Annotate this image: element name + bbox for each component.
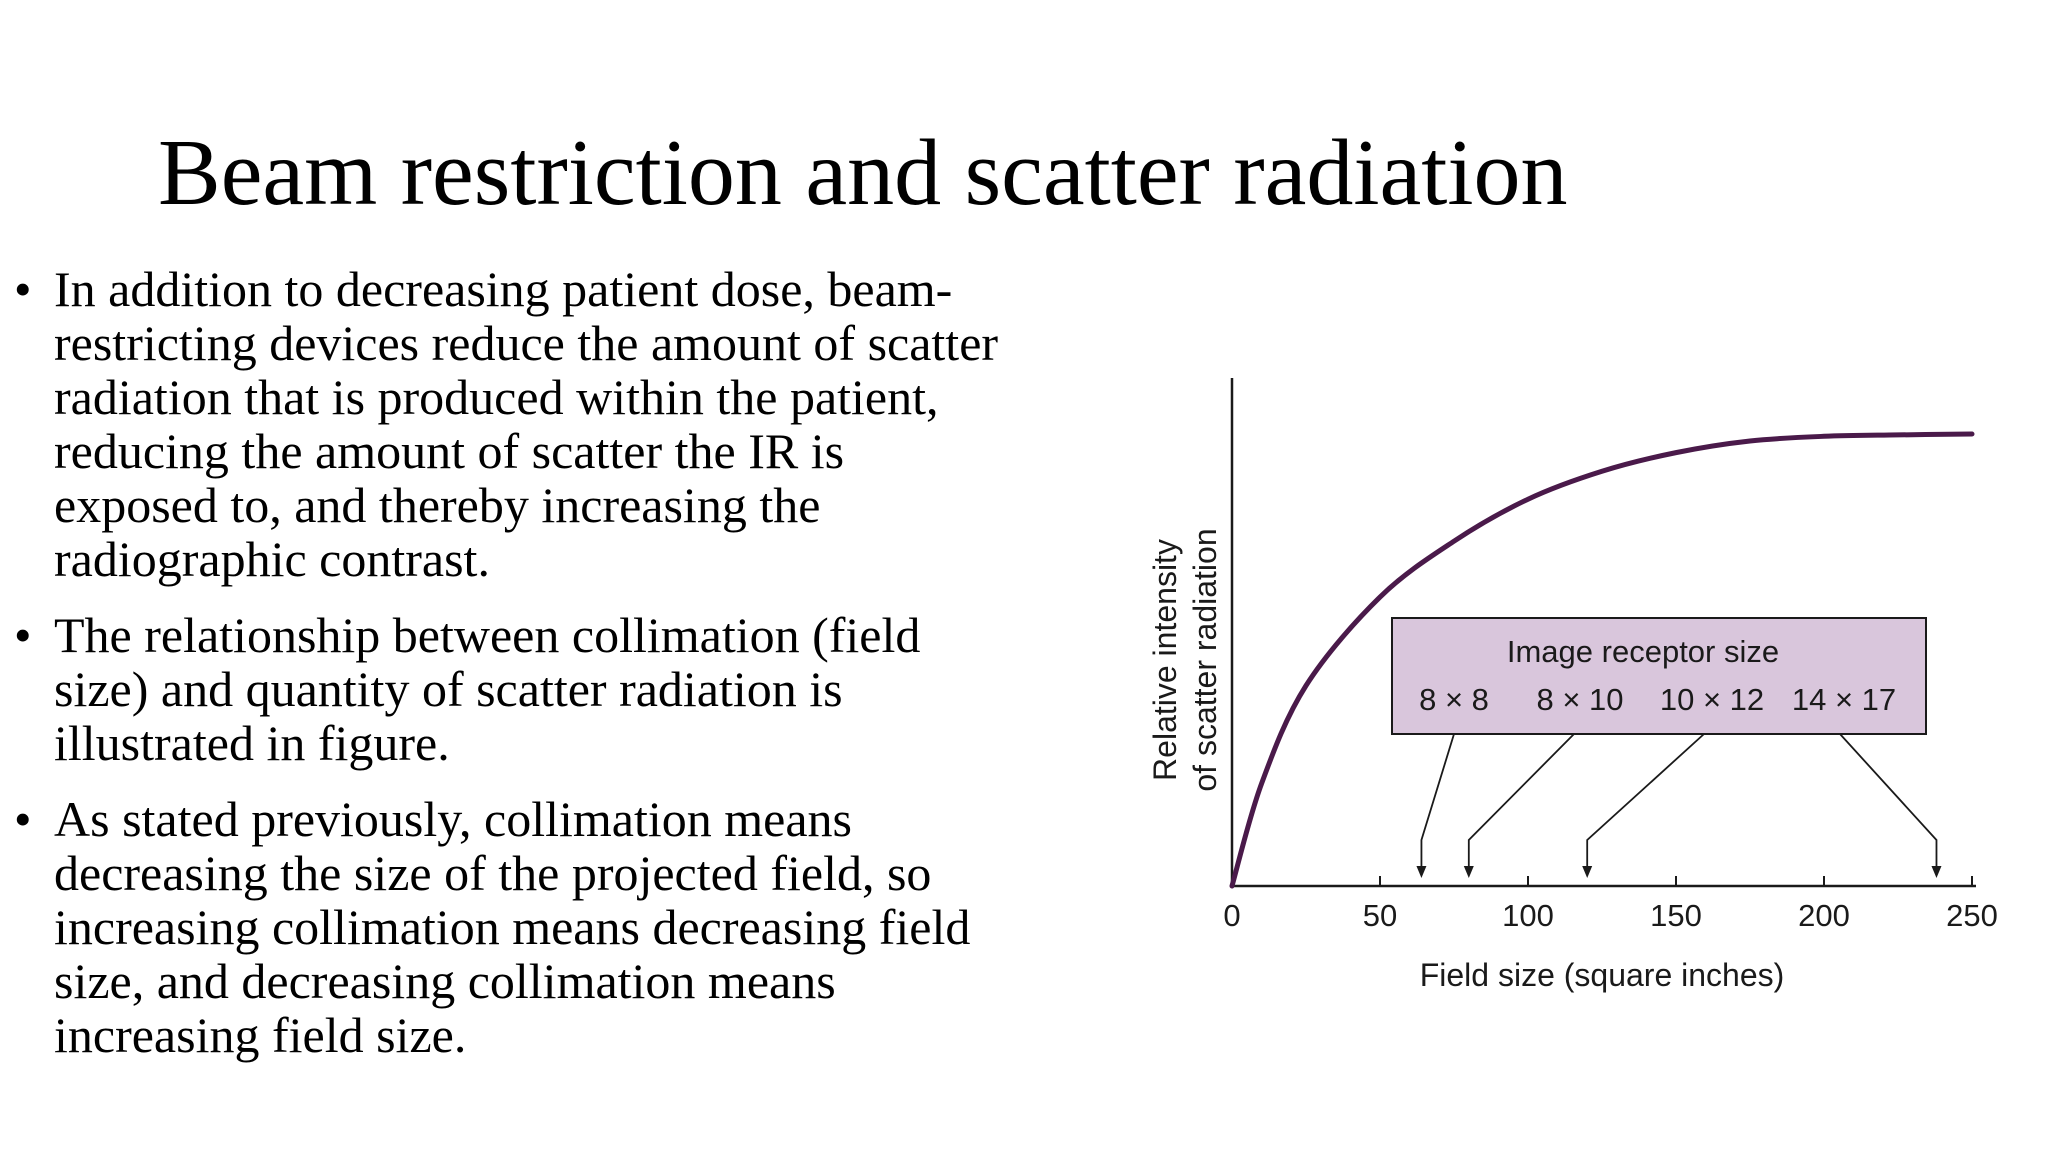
bullet-line: reducing the amount of scatter the IR is [54, 423, 845, 479]
y-axis-label-line-1: Relative intensity [1147, 539, 1183, 781]
receptor-size-pointer [1586, 733, 1705, 870]
bullet-line: radiation that is produced within the pa… [54, 369, 939, 425]
receptor-size-label: 14 × 17 [1792, 682, 1896, 717]
bullet-text: The relationship between collimation (fi… [54, 608, 1124, 770]
bullet-line: size, and decreasing collimation means [54, 953, 836, 1009]
series-line-0 [1229, 431, 1975, 889]
x-tick-label: 150 [1650, 898, 1702, 933]
x-tick-label: 50 [1363, 898, 1397, 933]
receptor-size-label: 10 × 12 [1660, 682, 1764, 717]
bullet-line: radiographic contrast. [54, 531, 490, 587]
bullet-line: exposed to, and thereby increasing the [54, 477, 821, 533]
bullet-item: • In addition to decreasing patient dose,… [14, 262, 1124, 586]
receptor-size-pointer [1467, 733, 1575, 870]
bullet-item: • The relationship between collimation (… [14, 608, 1124, 770]
bullet-text: In addition to decreasing patient dose, … [54, 262, 1124, 586]
bullet-line: increasing collimation means decreasing … [54, 899, 971, 955]
bullet-item: • As stated previously, collimation means… [14, 792, 1124, 1062]
receptor-size-arrowhead [1582, 866, 1593, 878]
receptor-size-pointer [1839, 733, 1938, 870]
receptor-size-arrowhead [1931, 866, 1942, 878]
x-axis-label: Field size (square inches) [1420, 957, 1785, 993]
y-axis-label-line-2: of scatter radiation [1187, 528, 1223, 791]
bullet-line: illustrated in figure. [54, 715, 450, 771]
bullet-line: size) and quantity of scatter radiation … [54, 661, 843, 717]
receptor-size-title: Image receptor size [1507, 634, 1779, 669]
bullet-dot: • [14, 261, 32, 317]
receptor-size-label: 8 × 8 [1419, 682, 1489, 717]
bullet-line: In addition to decreasing patient dose, … [54, 261, 953, 317]
bullet-line: The relationship between collimation (fi… [54, 607, 921, 663]
bullet-text: As stated previously, collimation means d… [54, 792, 1124, 1062]
x-tick-label: 250 [1946, 898, 1998, 933]
bullet-line: increasing field size. [54, 1007, 467, 1063]
x-tick-label: 200 [1798, 898, 1850, 933]
receptor-size-arrowhead [1463, 866, 1474, 878]
x-tick-label: 0 [1223, 898, 1240, 933]
x-tick-label: 100 [1502, 898, 1554, 933]
receptor-size-label: 8 × 10 [1536, 682, 1623, 717]
bullet-dot: • [14, 607, 32, 663]
bullet-line: As stated previously, collimation means [54, 791, 852, 847]
bullet-dot: • [14, 791, 32, 847]
slide-title: Beam restriction and scatter radiation [158, 121, 1568, 225]
bullet-line: decreasing the size of the projected fie… [54, 845, 932, 901]
receptor-size-box [1391, 617, 1927, 735]
receptor-size-pointer [1420, 733, 1455, 870]
bullet-list: • In addition to decreasing patient dose,… [14, 262, 1124, 1084]
scatter-vs-field-size-chart: 0 50 100 150 200 250 Field size (square inches… [1100, 340, 2030, 1060]
receptor-size-arrowhead [1416, 866, 1427, 878]
bullet-line: restricting devices reduce the amount of… [54, 315, 999, 371]
